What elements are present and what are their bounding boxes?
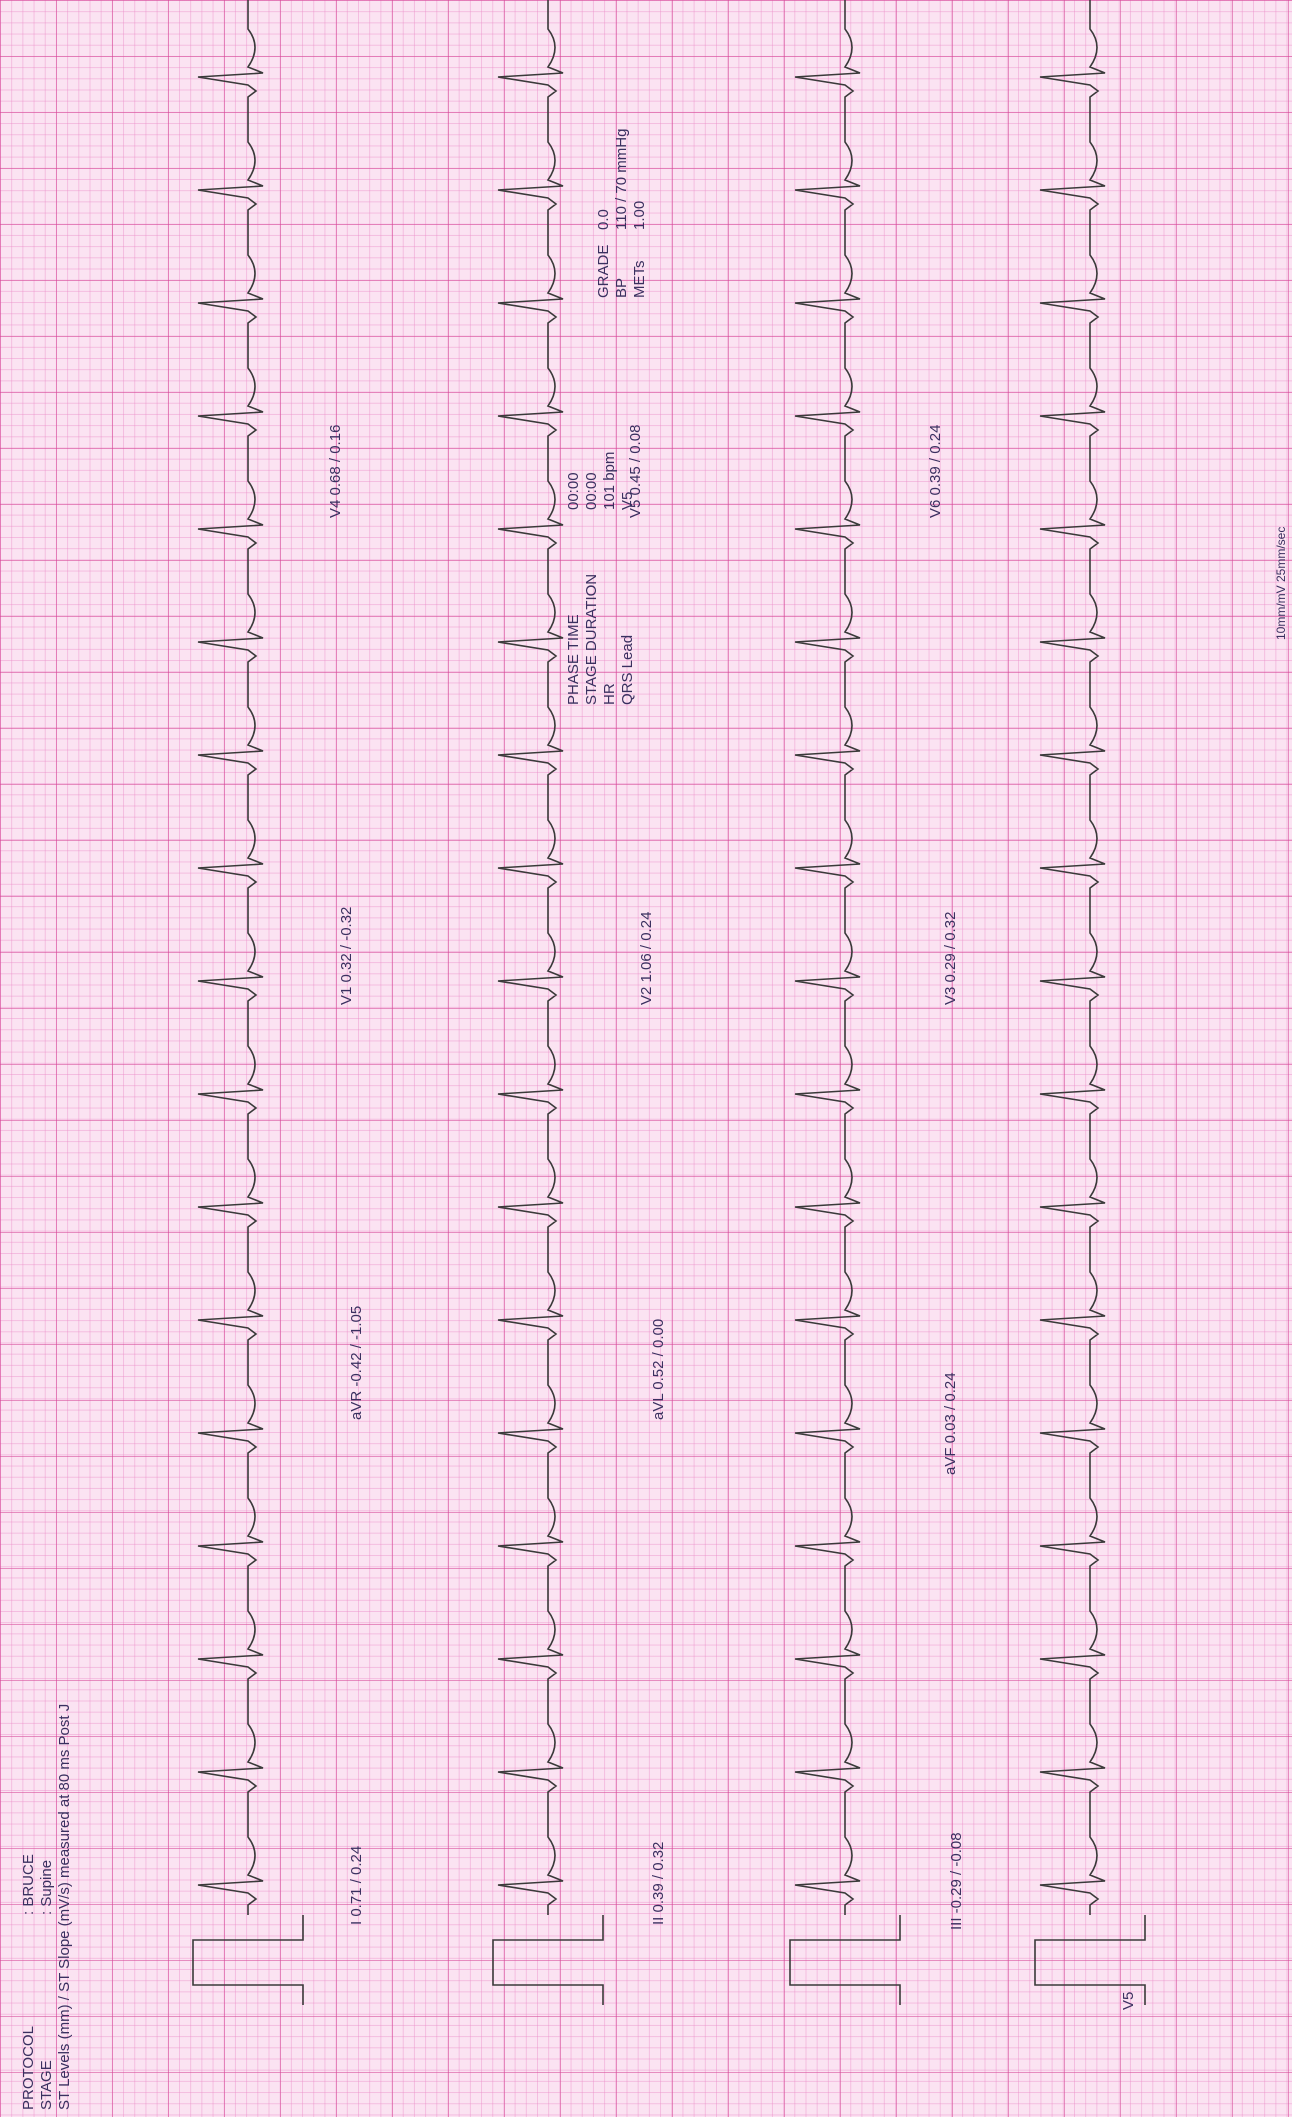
hr-row: HR 101 bpm (601, 452, 619, 705)
qrs-lead-label: QRS Lead (619, 634, 636, 705)
lead-label-i: I 0.71 / 0.24 (348, 1845, 365, 1925)
ecg-strip-1 (197, 0, 264, 1915)
st-levels-note: ST Levels (mm) / ST Slope (mV/s) measure… (56, 1704, 74, 2110)
mets-label: METs (631, 260, 648, 299)
ecg-strip-4 (1039, 0, 1106, 1915)
calibration-pulse-2 (492, 1915, 604, 2005)
lead-label-v2: V2 1.06 / 0.24 (638, 911, 655, 1005)
hr-label: HR (601, 683, 618, 705)
lead-label-ii: II 0.39 / 0.32 (650, 1841, 667, 1925)
stage-duration-label: STAGE DURATION (583, 573, 600, 705)
calibration-pulse-4 (1034, 1915, 1146, 2005)
protocol-label: PROTOCOL (20, 2026, 37, 2110)
header-protocol-block: PROTOCOL : BRUCE STAGE : Supine ST Levels … (20, 1704, 74, 2110)
lead-label-v4: V4 0.68 / 0.16 (327, 424, 344, 518)
grade-value: 0.0 (595, 209, 612, 230)
phase-time-row: PHASE TIME 00:00 (565, 452, 583, 705)
stage-row: STAGE : Supine (38, 1704, 56, 2110)
calibration-pulse-1 (192, 1915, 304, 2005)
protocol-row: PROTOCOL : BRUCE (20, 1704, 38, 2110)
bp-value: 110 / 70 mmHg (613, 128, 630, 230)
lead-label-v3: V3 0.29 / 0.32 (942, 911, 959, 1005)
phase-time-value: 00:00 (565, 472, 582, 510)
grade-row: GRADE 0.0 (595, 129, 613, 298)
st-levels-text: ST Levels (mm) / ST Slope (mV/s) measure… (56, 1703, 73, 2110)
stage-duration-row: STAGE DURATION 00:00 (583, 452, 601, 705)
grade-label: GRADE (595, 244, 612, 298)
ecg-strip-3 (794, 0, 861, 1915)
stage-duration-value: 00:00 (583, 472, 600, 510)
protocol-value: : BRUCE (20, 1854, 37, 1915)
lead-label-avf: aVF 0.03 / 0.24 (942, 1372, 959, 1475)
ecg-strip-2 (497, 0, 564, 1915)
lead-label-iii: III -0.29 / -0.08 (948, 1832, 965, 1930)
mets-row: METs 1.00 (631, 129, 649, 298)
lead-label-v1: V1 0.32 / -0.32 (338, 906, 355, 1005)
hr-value: 101 bpm (601, 451, 618, 510)
bp-label: BP (613, 277, 630, 298)
stage-value: : Supine (38, 1859, 55, 1915)
mets-value: 1.00 (631, 200, 648, 230)
lead-label-v5: V5 0.45 / 0.08 (627, 424, 644, 518)
lead-label-rhythm-v5: V5 (1120, 1991, 1137, 2010)
phase-time-label: PHASE TIME (565, 614, 582, 705)
lead-label-avr: aVR -0.42 / -1.05 (348, 1305, 365, 1420)
stage-label: STAGE (38, 2060, 55, 2110)
calibration-label: 10mm/mV 25mm/sec (1274, 526, 1288, 640)
bp-row: BP 110 / 70 mmHg (613, 129, 631, 298)
lead-label-avl: aVL 0.52 / 0.00 (650, 1318, 667, 1420)
lead-label-v6: V6 0.39 / 0.24 (927, 424, 944, 518)
header-grade-block: GRADE 0.0 BP 110 / 70 mmHg METs 1.00 (595, 129, 649, 298)
calibration-pulse-3 (789, 1915, 901, 2005)
